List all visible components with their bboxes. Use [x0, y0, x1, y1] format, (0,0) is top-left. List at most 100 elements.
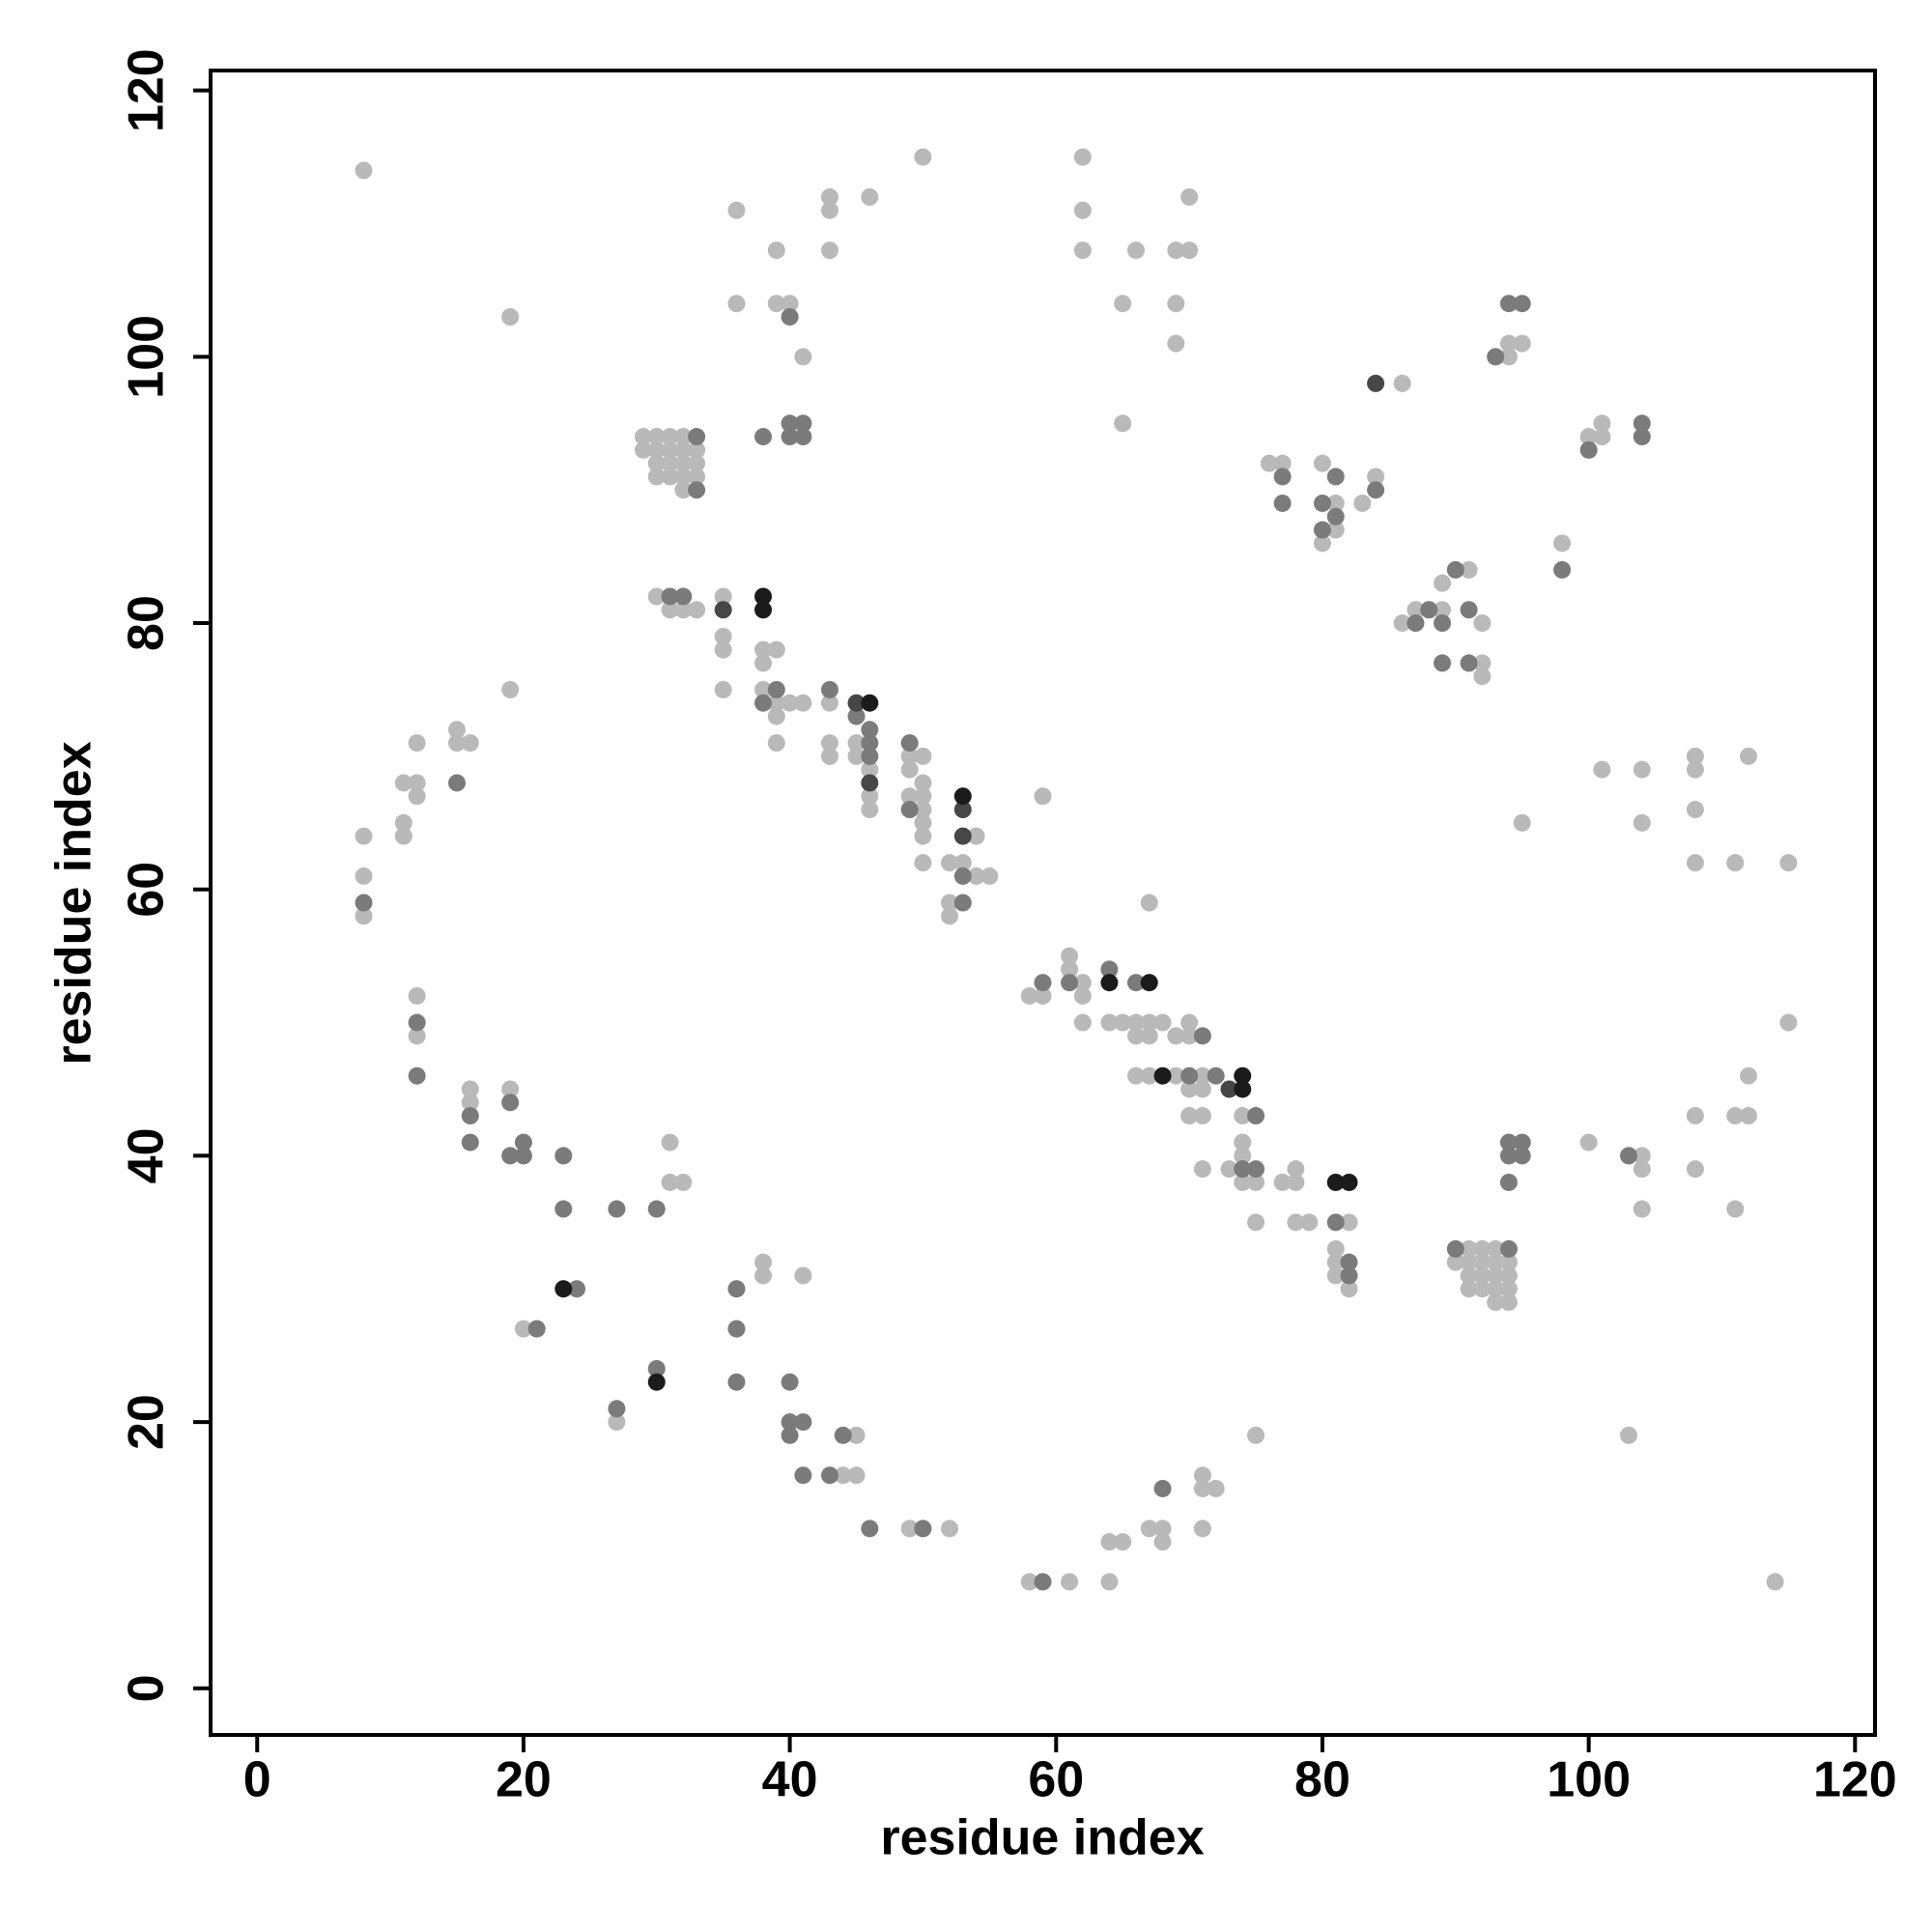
point [1766, 1573, 1784, 1591]
point [674, 601, 693, 619]
point [1193, 1520, 1211, 1538]
point [408, 986, 426, 1005]
point [1633, 1147, 1651, 1165]
point [953, 854, 972, 872]
point [1153, 1520, 1172, 1538]
point [953, 801, 972, 819]
point [914, 148, 932, 166]
point [900, 734, 919, 753]
point [674, 454, 693, 472]
point [1073, 148, 1092, 166]
point [1207, 1066, 1225, 1085]
point [688, 601, 706, 619]
point [1234, 1147, 1252, 1165]
point [1061, 1573, 1079, 1591]
point [1499, 1239, 1518, 1258]
point [1499, 348, 1518, 366]
point [1513, 334, 1531, 353]
point [1499, 1133, 1518, 1151]
point [647, 587, 666, 606]
point [1393, 614, 1411, 633]
point [1153, 1479, 1172, 1497]
point [1061, 960, 1079, 979]
point [781, 428, 799, 446]
point [754, 694, 773, 712]
point [355, 161, 373, 180]
point [1686, 747, 1704, 765]
point [674, 1173, 693, 1191]
point [714, 627, 732, 645]
point [1633, 414, 1651, 433]
point [861, 801, 879, 819]
point [1247, 1173, 1265, 1191]
point [1234, 1160, 1252, 1179]
point [1393, 374, 1411, 392]
point [554, 1147, 573, 1165]
point [674, 587, 693, 606]
point [674, 440, 693, 459]
point [1460, 601, 1478, 619]
point [861, 760, 879, 779]
point [1247, 1213, 1265, 1232]
point [1140, 894, 1158, 912]
point [1686, 1160, 1704, 1179]
point [1073, 201, 1092, 219]
point [1193, 1066, 1211, 1085]
point [1180, 1027, 1199, 1045]
point [967, 827, 985, 845]
point [900, 787, 919, 806]
point [754, 680, 773, 698]
point [794, 428, 812, 446]
point [754, 1253, 773, 1271]
point [634, 440, 652, 459]
point [461, 734, 479, 753]
point [820, 680, 838, 698]
point [1326, 1266, 1345, 1285]
y-tick-label: 40 [119, 1127, 175, 1183]
point [461, 1080, 479, 1098]
point [1114, 414, 1132, 433]
point [647, 1200, 666, 1218]
x-tick-label: 60 [1028, 1752, 1084, 1808]
point [847, 1426, 866, 1444]
point [1273, 1173, 1292, 1191]
point [514, 1320, 532, 1338]
point [1553, 560, 1572, 579]
point [1234, 1133, 1252, 1151]
point [1100, 1533, 1119, 1551]
point [1180, 1066, 1199, 1085]
point [355, 867, 373, 885]
point [1193, 1080, 1211, 1098]
point [1633, 428, 1651, 446]
point [714, 601, 732, 619]
point [1140, 974, 1158, 992]
point [1740, 1107, 1758, 1125]
point [861, 774, 879, 792]
point [714, 640, 732, 659]
point [1167, 242, 1185, 260]
point [1779, 1013, 1798, 1032]
point [834, 1466, 852, 1485]
x-tick-label: 20 [496, 1752, 552, 1808]
point [501, 1094, 520, 1112]
point [781, 1426, 799, 1444]
point [861, 787, 879, 806]
point [1499, 295, 1518, 313]
point [1180, 1013, 1199, 1032]
point [554, 1200, 573, 1218]
point [914, 813, 932, 832]
point [1180, 242, 1199, 260]
point [900, 1520, 919, 1538]
point [394, 827, 412, 845]
point [767, 680, 785, 698]
point [1126, 974, 1145, 992]
point [1446, 1239, 1464, 1258]
x-tick-label: 120 [1813, 1752, 1897, 1808]
point [1180, 1107, 1199, 1125]
point [355, 907, 373, 925]
point [1234, 1066, 1252, 1085]
point [688, 440, 706, 459]
point [355, 894, 373, 912]
point [1313, 534, 1331, 553]
